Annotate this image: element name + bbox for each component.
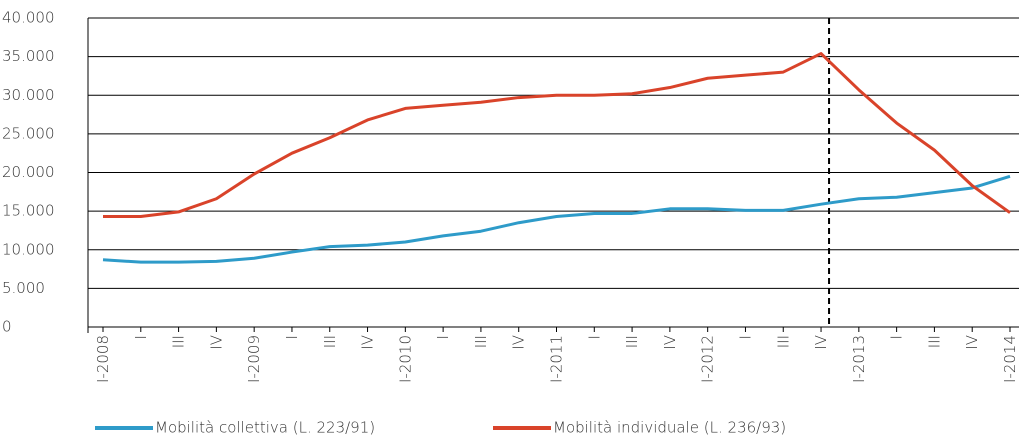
x-tick-label: III — [623, 335, 641, 348]
series-line — [102, 174, 1011, 264]
x-tick-label: IV — [207, 335, 225, 350]
x-tick-label: I-2012 — [699, 335, 717, 383]
y-tick-label: 15.000 — [2, 202, 55, 220]
x-tick-label: I — [736, 335, 754, 339]
x-tick-label: I — [434, 335, 452, 339]
y-tick-label: 5.000 — [2, 279, 45, 297]
x-tick-label: I-2009 — [245, 335, 263, 383]
x-tick-label: I-2011 — [548, 335, 566, 383]
x-tick-label: I-2014 — [1001, 335, 1019, 383]
y-tick-label: 25.000 — [2, 124, 55, 142]
y-tick-label: 0 — [2, 318, 12, 336]
x-tick-label: IV — [963, 335, 981, 350]
x-tick-label: III — [321, 335, 339, 348]
x-tick-label: I — [132, 335, 150, 339]
y-tick-label: 30.000 — [2, 86, 55, 104]
x-tick-label: I-2010 — [396, 335, 414, 383]
y-tick-label: 40.000 — [2, 9, 55, 27]
x-tick-label: III — [170, 335, 188, 348]
x-tick-label: I — [888, 335, 906, 339]
x-tick-label: I — [585, 335, 603, 339]
x-tick-label: III — [472, 335, 490, 348]
legend-label: Mobilità individuale (L. 236/93) — [553, 419, 786, 437]
x-tick-label: IV — [661, 335, 679, 350]
legend-label: Mobilità collettiva (L. 223/91) — [155, 419, 375, 437]
y-tick-label: 10.000 — [2, 240, 55, 258]
x-tick-label: I — [283, 335, 301, 339]
y-tick-label: 35.000 — [2, 47, 55, 65]
x-tick-label: III — [774, 335, 792, 348]
x-tick-label: III — [925, 335, 943, 348]
y-tick-label: 20.000 — [2, 163, 55, 181]
x-tick-label: IV — [359, 335, 377, 350]
x-tick-label: IV — [812, 335, 830, 350]
x-tick-label: IV — [510, 335, 528, 350]
x-tick-label: I-2008 — [94, 335, 112, 383]
series-line — [103, 52, 1011, 219]
x-tick-label: I-2013 — [850, 335, 868, 383]
